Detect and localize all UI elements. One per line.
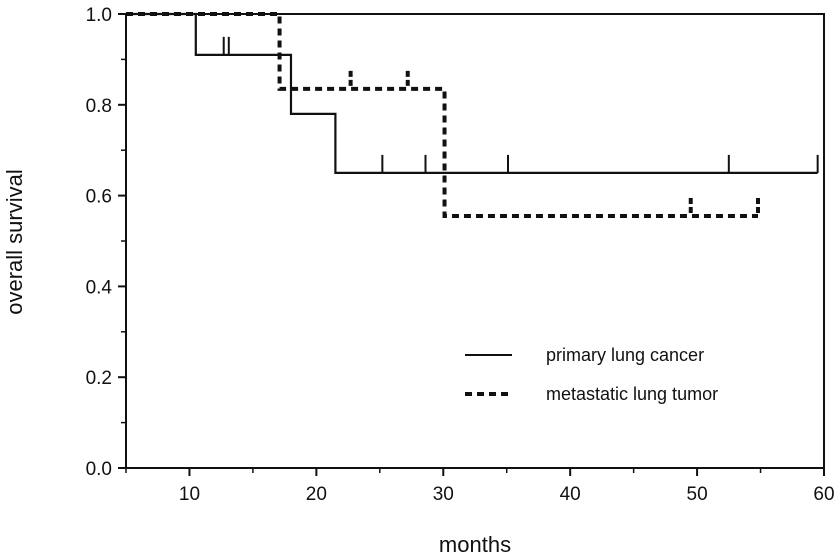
y-tick-label: 0.0 xyxy=(86,459,112,480)
series-layer xyxy=(126,12,819,219)
x-tick-label: 40 xyxy=(560,484,581,505)
legend: primary lung cancer metastatic lung tumor xyxy=(465,345,718,404)
legend-label: primary lung cancer xyxy=(546,345,704,365)
x-tick-label: 60 xyxy=(813,484,834,505)
y-tick-label: 0.2 xyxy=(86,368,112,389)
x-tick-label: 20 xyxy=(306,484,327,505)
survival-curve xyxy=(126,12,759,219)
y-axis-label: overall survival xyxy=(2,169,27,315)
series-1 xyxy=(126,12,819,174)
y-tick-label: 0.6 xyxy=(86,187,112,208)
plot-frame xyxy=(125,13,825,469)
x-axis-label: months xyxy=(439,532,511,557)
axis-ticks: 10 20 30 40 50 60 0.0 0.2 0.4 0.6 0.8 1.0 xyxy=(86,5,835,505)
y-tick-label: 1.0 xyxy=(86,5,112,26)
x-tick-label: 10 xyxy=(179,484,200,505)
x-tick-label: 50 xyxy=(687,484,708,505)
y-tick-label: 0.4 xyxy=(86,277,113,298)
legend-label: metastatic lung tumor xyxy=(546,384,718,404)
x-tick-label: 30 xyxy=(433,484,454,505)
plot-area xyxy=(125,13,825,469)
survival-curve xyxy=(126,12,818,174)
y-tick-label: 0.8 xyxy=(86,96,112,117)
series-2 xyxy=(126,12,761,219)
